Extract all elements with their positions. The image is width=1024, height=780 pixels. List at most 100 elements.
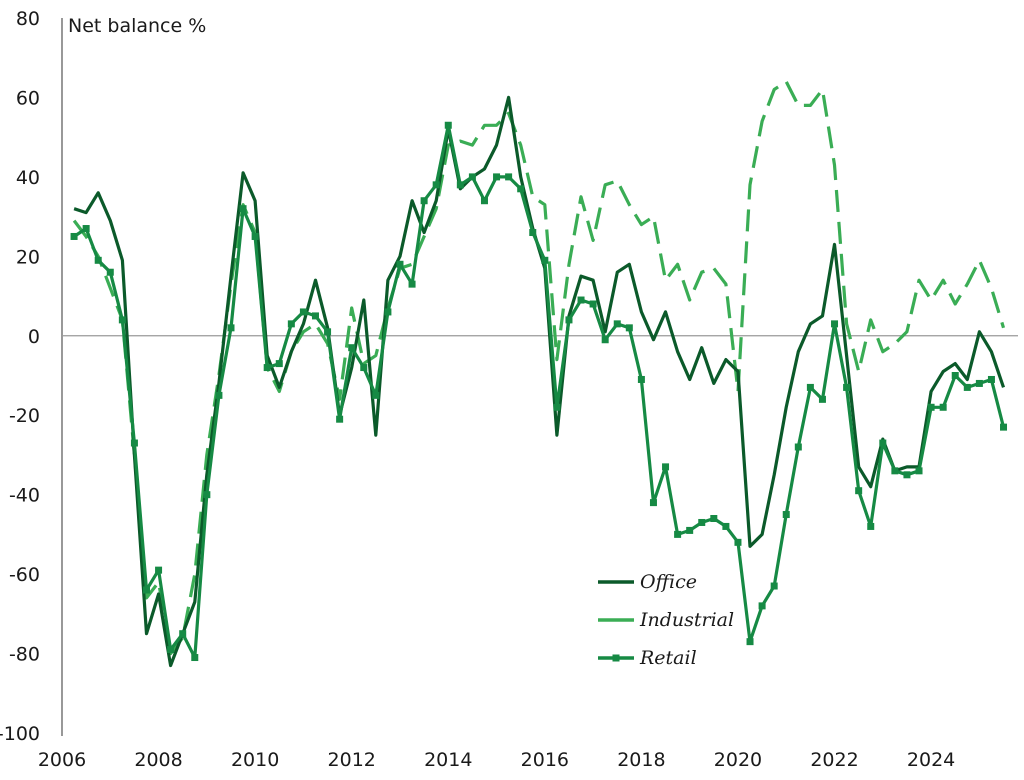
legend-label-industrial: Industrial bbox=[639, 609, 734, 631]
y-tick-label: 40 bbox=[16, 167, 40, 189]
retail-point-marker bbox=[360, 364, 368, 372]
retail-point-marker bbox=[662, 463, 670, 471]
retail-point-marker bbox=[601, 336, 609, 344]
x-tick-label: 2020 bbox=[714, 749, 762, 771]
retail-point-marker bbox=[625, 324, 633, 332]
retail-point-marker bbox=[408, 280, 416, 288]
legend: Office Industrial Retail bbox=[598, 571, 734, 669]
retail-point-marker bbox=[480, 197, 488, 205]
retail-point-marker bbox=[82, 225, 90, 233]
retail-point-marker bbox=[963, 383, 971, 391]
retail-point-marker bbox=[167, 646, 175, 654]
retail-point-marker bbox=[782, 511, 790, 519]
retail-point-marker bbox=[541, 256, 549, 264]
retail-point-marker bbox=[287, 320, 295, 328]
retail-point-marker bbox=[915, 467, 923, 475]
y-tick-label: -80 bbox=[9, 644, 40, 666]
retail-point-marker bbox=[879, 439, 887, 447]
y-axis-label: Net balance % bbox=[68, 15, 206, 37]
retail-point-marker bbox=[517, 185, 525, 193]
retail-point-marker bbox=[818, 395, 826, 403]
retail-point-marker bbox=[396, 260, 404, 268]
retail-point-marker bbox=[142, 586, 150, 594]
retail-point-marker bbox=[529, 229, 537, 236]
retail-point-marker bbox=[456, 181, 464, 189]
retail-point-marker bbox=[468, 173, 476, 181]
retail-point-marker bbox=[384, 308, 392, 316]
retail-point-marker bbox=[770, 582, 778, 590]
x-tick-label: 2024 bbox=[907, 749, 955, 771]
retail-point-marker bbox=[589, 300, 597, 308]
retail-point-marker bbox=[203, 491, 211, 499]
retail-point-marker bbox=[927, 403, 935, 411]
x-tick-label: 2010 bbox=[231, 749, 279, 771]
legend-label-retail: Retail bbox=[639, 647, 697, 669]
retail-point-marker bbox=[420, 197, 428, 205]
x-tick-label: 2016 bbox=[521, 749, 569, 771]
x-tick-label: 2008 bbox=[134, 749, 182, 771]
retail-point-marker bbox=[118, 316, 126, 324]
y-tick-label: 60 bbox=[16, 87, 40, 109]
retail-point-marker bbox=[130, 439, 138, 447]
retail-point-marker bbox=[722, 522, 730, 530]
retail-point-marker bbox=[444, 121, 452, 129]
retail-point-marker bbox=[746, 638, 754, 646]
retail-point-marker bbox=[70, 232, 78, 240]
retail-point-marker bbox=[215, 391, 223, 399]
x-tick-label: 2006 bbox=[38, 749, 86, 771]
retail-point-marker bbox=[1000, 423, 1008, 431]
x-tick-labels: 2006 2008 2010 2012 2014 2016 2018 2020 2022 2024 bbox=[38, 749, 955, 771]
legend-marker-retail bbox=[612, 654, 620, 662]
retail-point-marker bbox=[94, 256, 102, 264]
retail-point-marker bbox=[939, 403, 947, 411]
y-tick-label: -20 bbox=[9, 405, 40, 427]
legend-label-office: Office bbox=[640, 571, 697, 593]
retail-point-marker bbox=[275, 360, 283, 368]
retail-point-marker bbox=[794, 443, 802, 451]
retail-point-marker bbox=[311, 312, 319, 320]
retail-point-marker bbox=[493, 173, 501, 181]
retail-point-marker bbox=[951, 372, 959, 379]
retail-point-marker bbox=[698, 518, 706, 526]
retail-point-marker bbox=[324, 328, 332, 336]
retail-point-marker bbox=[867, 522, 875, 530]
retail-point-marker bbox=[903, 471, 911, 479]
retail-point-marker bbox=[637, 375, 645, 383]
x-tick-label: 2012 bbox=[328, 749, 376, 771]
retail-point-marker bbox=[191, 654, 199, 662]
retail-point-marker bbox=[263, 364, 271, 372]
retail-point-marker bbox=[179, 630, 187, 638]
retail-point-marker bbox=[577, 296, 585, 304]
retail-point-marker bbox=[299, 308, 307, 316]
series-lines bbox=[70, 79, 1008, 668]
retail-point-marker bbox=[613, 320, 621, 328]
series-line-office bbox=[73, 95, 1006, 668]
x-tick-label: 2022 bbox=[810, 749, 858, 771]
retail-point-marker bbox=[227, 324, 235, 332]
retail-point-marker bbox=[855, 487, 863, 495]
retail-point-marker bbox=[106, 268, 114, 276]
y-tick-label: 20 bbox=[16, 246, 40, 268]
y-tick-label: -100 bbox=[0, 723, 40, 745]
y-tick-label: 0 bbox=[28, 326, 40, 348]
x-tick-label: 2014 bbox=[424, 749, 472, 771]
retail-point-marker bbox=[251, 232, 259, 240]
retail-point-marker bbox=[710, 515, 718, 522]
retail-point-marker bbox=[831, 320, 839, 328]
retail-point-marker bbox=[565, 316, 573, 324]
retail-point-marker bbox=[155, 566, 163, 574]
retail-point-marker bbox=[987, 375, 995, 383]
retail-point-marker bbox=[432, 181, 440, 189]
retail-point-marker bbox=[758, 602, 766, 610]
series-line-industrial bbox=[72, 79, 1006, 656]
x-tick-label: 2018 bbox=[617, 749, 665, 771]
retail-point-marker bbox=[372, 391, 380, 399]
retail-point-marker bbox=[239, 205, 247, 213]
retail-point-marker bbox=[674, 530, 682, 538]
y-tick-label: -60 bbox=[9, 564, 40, 586]
retail-point-marker bbox=[553, 403, 561, 411]
retail-point-marker bbox=[336, 415, 344, 423]
y-tick-label: 80 bbox=[16, 8, 40, 30]
